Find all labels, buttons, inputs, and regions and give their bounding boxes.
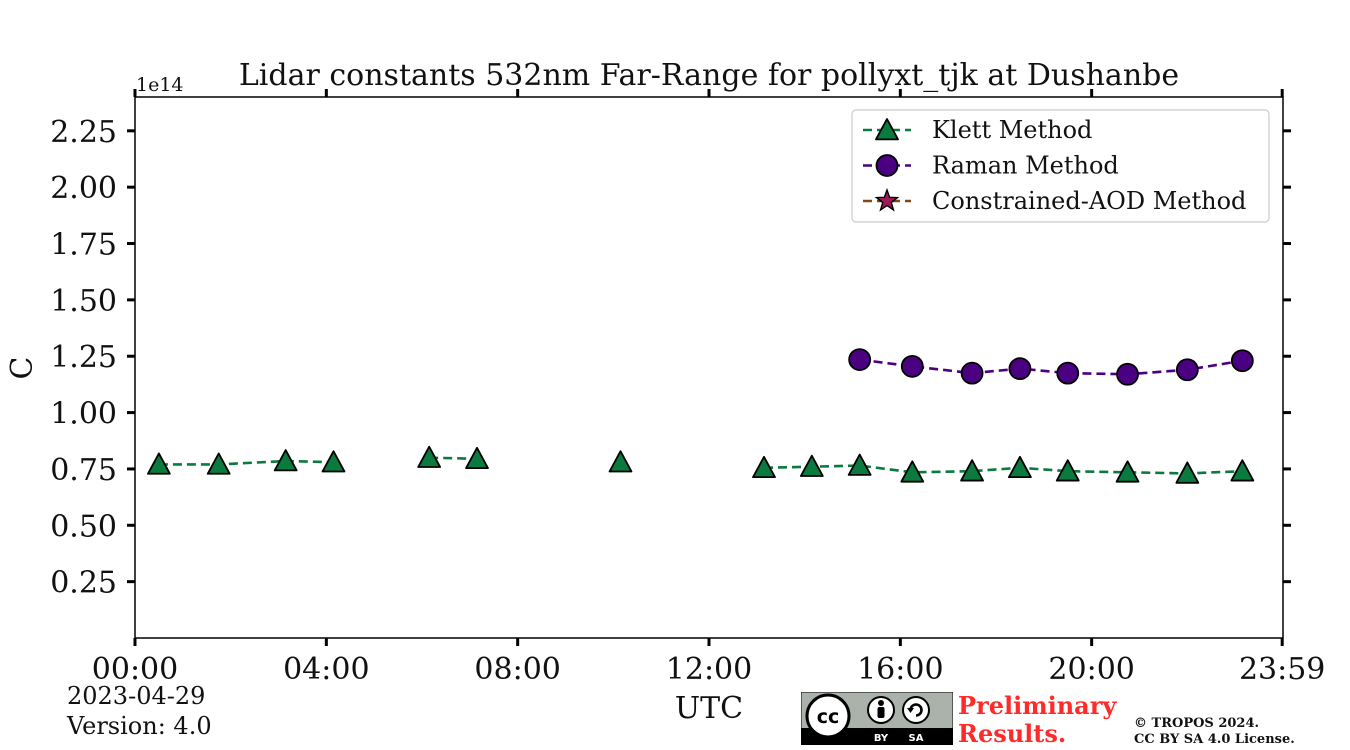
data-point bbox=[417, 445, 442, 468]
data-point bbox=[1008, 357, 1032, 381]
x-axis-label: UTC bbox=[675, 691, 743, 726]
badge-by-label: BY bbox=[874, 733, 889, 744]
y-tick-label: 2.00 bbox=[50, 171, 117, 206]
data-point bbox=[1230, 459, 1255, 482]
data-point bbox=[799, 454, 824, 477]
x-tick-label: 20:00 bbox=[1048, 652, 1134, 687]
data-point bbox=[608, 450, 633, 473]
x-tick-label: 12:00 bbox=[666, 652, 752, 687]
legend: Klett Method Raman Method Constrained-AOD … bbox=[851, 109, 1270, 223]
data-point bbox=[465, 446, 489, 470]
chart-title: Lidar constants 532nm Far-Range for poll… bbox=[239, 58, 1179, 93]
copyright-note: © TROPOS 2024. CC BY SA 4.0 License. bbox=[1134, 716, 1295, 748]
y-tick-label: 1.00 bbox=[50, 397, 117, 432]
data-point bbox=[1116, 362, 1139, 386]
y-tick-label: 1.50 bbox=[50, 284, 117, 319]
y-tick-label: 0.75 bbox=[50, 453, 117, 488]
data-point bbox=[273, 449, 298, 472]
data-point bbox=[1008, 455, 1032, 479]
x-axis: 00:00 04:00 08:00 12:00 16:00 20:00 23:59 bbox=[92, 89, 1325, 687]
legend-label: Constrained-AOD Method bbox=[932, 187, 1246, 215]
y-multiplier-label: 1e14 bbox=[136, 74, 184, 96]
data-point bbox=[321, 450, 346, 473]
series-klett-method bbox=[147, 445, 1255, 484]
series-line bbox=[429, 456, 478, 461]
x-tick-label: 04:00 bbox=[283, 652, 369, 687]
data-point bbox=[960, 459, 984, 482]
legend-marker bbox=[875, 118, 899, 141]
preliminary-line-2: Results. bbox=[958, 719, 1067, 748]
data-point bbox=[1055, 459, 1080, 482]
copyright-line-2: CC BY SA 4.0 License. bbox=[1134, 732, 1295, 747]
data-point bbox=[147, 452, 171, 475]
x-tick-label: 00:00 bbox=[92, 652, 178, 687]
legend-marker bbox=[875, 154, 899, 177]
footer-version: Version: 4.0 bbox=[67, 712, 212, 740]
legend-label: Klett Method bbox=[932, 116, 1092, 144]
footer-date: 2023-04-29 bbox=[67, 682, 206, 710]
preliminary-line-1: Preliminary bbox=[958, 691, 1117, 720]
y-tick-label: 1.25 bbox=[50, 340, 117, 375]
y-tick-label: 0.50 bbox=[50, 509, 117, 544]
data-point bbox=[1230, 349, 1254, 373]
legend-box bbox=[851, 109, 1270, 223]
series-line bbox=[763, 464, 1243, 475]
data-point bbox=[960, 361, 984, 385]
data-point bbox=[847, 453, 872, 476]
sa-icon bbox=[902, 696, 930, 724]
data-point bbox=[1175, 461, 1200, 484]
copyright-line-1: © TROPOS 2024. bbox=[1134, 716, 1260, 731]
x-tick-label: 16:00 bbox=[857, 652, 943, 687]
legend-marker bbox=[874, 187, 900, 212]
y-axis-label: C bbox=[5, 357, 40, 380]
series-layer bbox=[147, 348, 1255, 484]
data-point bbox=[1115, 460, 1140, 483]
series-line bbox=[158, 459, 334, 466]
data-point bbox=[848, 348, 872, 372]
y-tick-label: 2.25 bbox=[50, 115, 117, 150]
x-tick-label: 23:59 bbox=[1239, 652, 1325, 687]
x-tick-label: 08:00 bbox=[474, 652, 560, 687]
data-point bbox=[206, 452, 231, 475]
y-axis: 0.25 0.50 0.75 1.00 1.25 1.50 1.75 2.00 2.25 bbox=[50, 115, 1291, 601]
data-point bbox=[752, 455, 776, 479]
preliminary-results-note: Preliminary Results. bbox=[958, 692, 1116, 748]
legend-label: Raman Method bbox=[932, 152, 1119, 180]
cc-by-sa-badge: cc BY SA bbox=[801, 692, 953, 745]
data-point bbox=[1175, 358, 1199, 382]
data-point bbox=[900, 354, 924, 378]
svg-text:cc: cc bbox=[817, 706, 840, 728]
y-tick-label: 1.75 bbox=[50, 228, 117, 263]
badge-sa-label: SA bbox=[909, 733, 924, 744]
series-raman-method bbox=[848, 348, 1254, 386]
data-point bbox=[1056, 361, 1080, 385]
data-point bbox=[900, 460, 925, 483]
y-tick-label: 0.25 bbox=[50, 566, 117, 601]
